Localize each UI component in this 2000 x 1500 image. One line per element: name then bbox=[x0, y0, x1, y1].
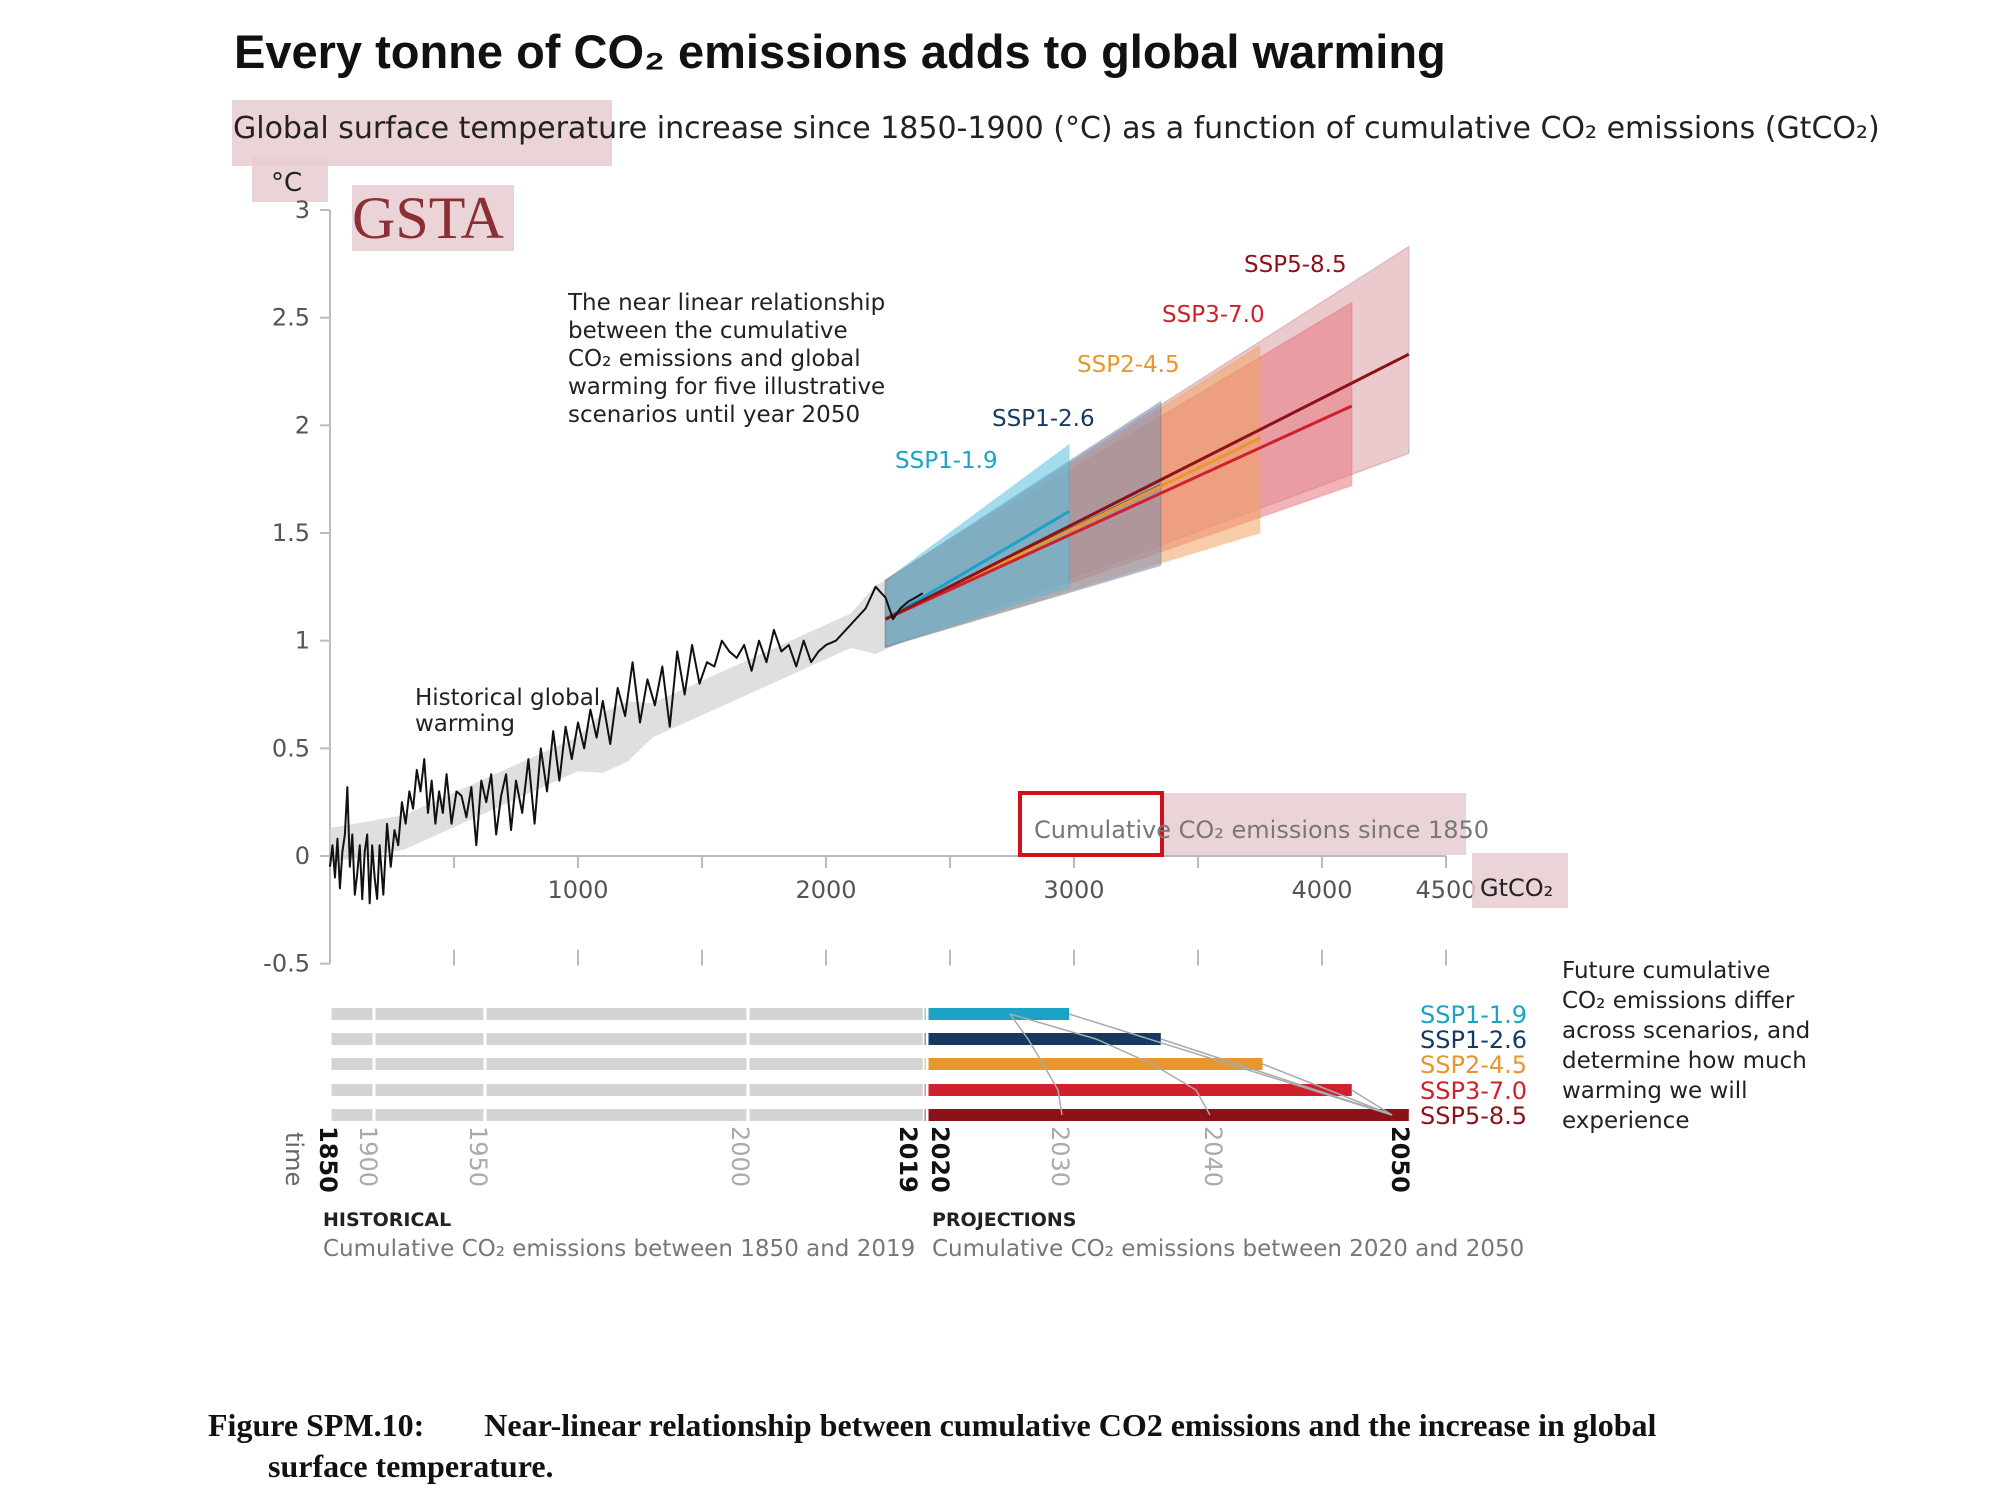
y-tick-label: 2.5 bbox=[272, 304, 310, 332]
projections-description: Cumulative CO₂ emissions between 2020 an… bbox=[932, 1236, 1524, 1262]
subtitle-highlighted-text: Global surface temperature bbox=[233, 111, 647, 146]
x-tick-label: 1000 bbox=[547, 876, 608, 904]
year-label-2030: 2030 bbox=[1046, 1126, 1074, 1187]
year-label-2020: 2020 bbox=[926, 1126, 954, 1193]
x-axis-unit: GtCO₂ bbox=[1480, 874, 1553, 902]
future-emissions-note: Future cumulative CO₂ emissions differ a… bbox=[1562, 958, 1818, 1134]
time-label: time bbox=[280, 1132, 308, 1186]
y-axis-label: °C bbox=[271, 168, 302, 198]
x-tick-label: 3000 bbox=[1043, 876, 1104, 904]
historical-warming-note: Historical global warming bbox=[415, 685, 608, 737]
scenario-label-ssp5-8-5: SSP5-8.5 bbox=[1244, 252, 1347, 278]
linear-note-line-3: CO₂ emissions and global bbox=[568, 346, 861, 372]
year-label-1850: 1850 bbox=[314, 1126, 342, 1193]
scenario-label-ssp2-4-5: SSP2-4.5 bbox=[1077, 352, 1180, 378]
future-note-line-1: Future cumulative bbox=[1562, 958, 1770, 984]
connector-line bbox=[1351, 1089, 1393, 1116]
plot-area: 3 2.5 2 1.5 1 0.5 0 -0.5 1000 2000 3000 4000 4500 SSP… bbox=[263, 196, 1476, 978]
legend-ssp3-7-0: SSP3-7.0 bbox=[1420, 1077, 1527, 1105]
projection-bar-ssp1-2-6 bbox=[924, 1033, 1161, 1045]
historical-bar bbox=[330, 1008, 923, 1020]
xunit-highlight bbox=[1472, 853, 1568, 908]
projections-heading: PROJECTIONS bbox=[932, 1209, 1076, 1231]
chart-title: Every tonne of CO₂ emissions adds to glo… bbox=[234, 25, 1446, 78]
projection-bar-ssp2-4-5 bbox=[924, 1058, 1263, 1070]
historical-note-line-2: warming bbox=[415, 711, 515, 737]
linear-relationship-note: The near linear relationship between the… bbox=[567, 290, 893, 428]
linear-note-line-1: The near linear relationship bbox=[567, 290, 885, 316]
future-note-line-3: across scenarios, and bbox=[1562, 1018, 1810, 1044]
historical-uncertainty-band bbox=[330, 562, 926, 863]
linear-note-line-4: warming for five illustrative bbox=[568, 374, 885, 400]
linear-note-line-5: scenarios until year 2050 bbox=[568, 402, 860, 428]
chart-subtitle: Global surface temperature increase sinc… bbox=[233, 111, 1880, 146]
y-tick-label: 0.5 bbox=[272, 734, 310, 762]
line-ssp1-1-9 bbox=[884, 510, 1070, 621]
future-note-line-6: experience bbox=[1562, 1108, 1689, 1134]
legend-ssp2-4-5: SSP2-4.5 bbox=[1420, 1051, 1527, 1079]
y-tick-label: 2 bbox=[295, 411, 310, 439]
projection-bar-ssp1-1-9 bbox=[924, 1008, 1070, 1020]
historical-bar bbox=[330, 1084, 923, 1096]
y-tick-label: 1 bbox=[295, 627, 310, 655]
connector-line bbox=[1068, 1013, 1393, 1116]
historical-bar bbox=[330, 1033, 923, 1045]
x-tick-label: 4500 bbox=[1415, 876, 1476, 904]
figure-caption-line-2: surface temperature. bbox=[268, 1448, 554, 1484]
historical-description: Cumulative CO₂ emissions between 1850 an… bbox=[323, 1236, 915, 1262]
ylabel-highlight bbox=[252, 157, 328, 202]
guide-2030 bbox=[1009, 1013, 1063, 1116]
figure-caption-line-1: Figure SPM.10: Near-linear relationship b… bbox=[208, 1407, 1657, 1443]
historical-heading: HISTORICAL bbox=[323, 1209, 451, 1231]
guide-2040 bbox=[1009, 1013, 1211, 1116]
legend-ssp1-2-6: SSP1-2.6 bbox=[1420, 1026, 1527, 1054]
x-tick-label: 4000 bbox=[1291, 876, 1352, 904]
band-ssp1-1-9 bbox=[884, 443, 1070, 649]
subtitle-rest-text: increase since 1850-1900 (°C) as a funct… bbox=[647, 111, 1880, 146]
year-label-2000: 2000 bbox=[726, 1126, 754, 1187]
y-tick-label: 0 bbox=[295, 842, 310, 870]
y-tick-label: 3 bbox=[295, 196, 310, 224]
gsta-stamp: GSTA bbox=[352, 185, 504, 251]
linear-note-line-2: between the cumulative bbox=[568, 318, 848, 344]
historical-note-line-1: Historical global bbox=[415, 685, 600, 711]
y-tick-label: -0.5 bbox=[263, 950, 310, 978]
stamp-background bbox=[352, 185, 514, 251]
scenario-label-ssp1-1-9: SSP1-1.9 bbox=[895, 448, 998, 474]
historical-bar bbox=[330, 1058, 923, 1070]
legend-ssp5-8-5: SSP5-8.5 bbox=[1420, 1102, 1527, 1130]
caption-label: Figure SPM.10: bbox=[208, 1407, 424, 1443]
subtitle-highlight bbox=[232, 100, 612, 166]
red-outline-box bbox=[1018, 791, 1164, 857]
year-label-1950: 1950 bbox=[464, 1126, 492, 1187]
historical-bar bbox=[330, 1109, 923, 1121]
future-note-line-4: determine how much bbox=[1562, 1048, 1807, 1074]
year-label-2040: 2040 bbox=[1199, 1126, 1227, 1187]
line-ssp5-8-5 bbox=[884, 352, 1410, 621]
year-label-2019: 2019 bbox=[894, 1126, 922, 1193]
future-note-line-5: warming we will bbox=[1562, 1078, 1748, 1104]
historical-warming-line bbox=[329, 585, 924, 905]
caption-text-1: Near-linear relationship between cumulat… bbox=[484, 1407, 1656, 1443]
scenario-label-ssp3-7-0: SSP3-7.0 bbox=[1162, 302, 1265, 328]
legend-ssp1-1-9: SSP1-1.9 bbox=[1420, 1001, 1527, 1029]
projection-bar-ssp5-8-5 bbox=[924, 1109, 1409, 1121]
xlabel-highlight bbox=[1160, 793, 1466, 855]
x-axis-inline-label: Cumulative CO₂ emissions since 1850 bbox=[1034, 816, 1489, 844]
year-label-1900: 1900 bbox=[354, 1126, 382, 1187]
y-tick-label: 1.5 bbox=[272, 519, 310, 547]
scenario-label-ssp1-2-6: SSP1-2.6 bbox=[992, 406, 1095, 432]
future-note-line-2: CO₂ emissions differ bbox=[1562, 988, 1795, 1014]
connector-line bbox=[1262, 1063, 1393, 1116]
year-label-2050: 2050 bbox=[1386, 1126, 1414, 1193]
x-tick-label: 2000 bbox=[795, 876, 856, 904]
projection-bar-ssp3-7-0 bbox=[924, 1084, 1352, 1096]
line-ssp3-7-0 bbox=[884, 404, 1353, 621]
connector-line bbox=[1160, 1038, 1393, 1116]
